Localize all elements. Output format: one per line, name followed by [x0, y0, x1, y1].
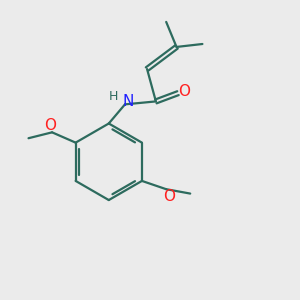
Text: O: O [178, 84, 190, 99]
Text: N: N [122, 94, 134, 109]
Text: O: O [163, 189, 175, 204]
Text: O: O [45, 118, 57, 134]
Text: H: H [109, 91, 119, 103]
